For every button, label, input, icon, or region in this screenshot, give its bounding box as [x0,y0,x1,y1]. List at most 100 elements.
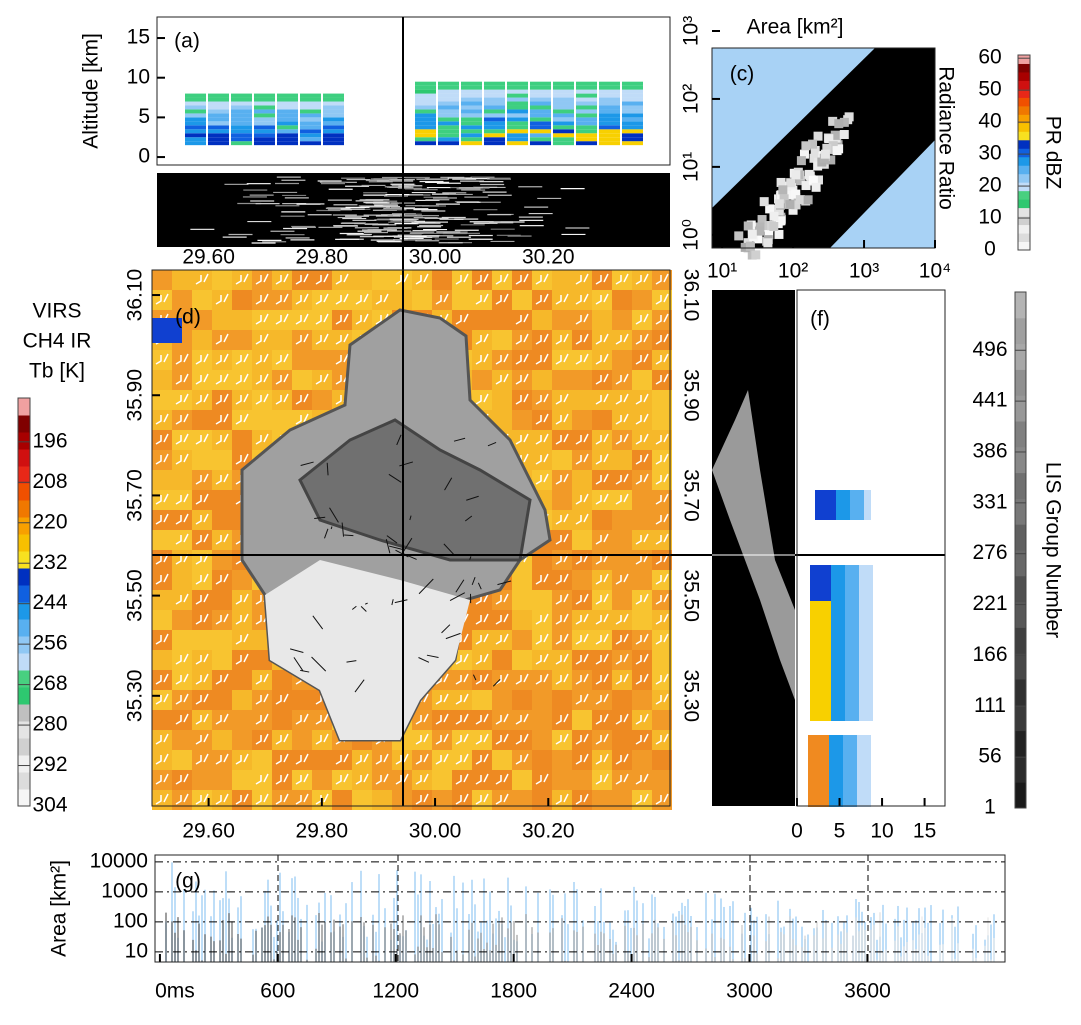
wind-mark [655,733,669,745]
profile-cell [838,643,845,649]
reflectivity-cell [185,101,206,106]
reflectivity-cell [461,137,482,142]
tb-cell [192,290,212,310]
tb-cell [652,790,672,810]
colorbar-segment [1018,139,1030,149]
profile-cell [850,741,857,747]
tb-cell [292,310,312,330]
wind-mark [595,453,609,465]
tb-cell [572,550,592,570]
wind-mark [235,413,249,425]
reflectivity-cell [507,85,528,90]
reflectivity-cell [599,97,620,102]
wind-mark [155,573,169,585]
flash-branch [341,522,345,537]
tb-cell [272,750,292,770]
profile-cell [845,583,852,589]
tb-cell [412,770,432,790]
colorbar-segment [18,534,30,552]
tb-cell [552,590,572,610]
profile-cell [866,631,873,637]
tb-cell [152,790,172,810]
tb-cell [292,390,312,410]
profile-cell [836,747,843,753]
x-tick-label: 5 [834,820,846,843]
tb-cell [612,490,632,510]
profile-cell [831,601,838,607]
profile-cell [822,735,829,741]
wind-mark [175,793,189,805]
tb-cell [352,270,372,290]
scatter-cell [774,199,784,209]
tb-cell [492,390,512,410]
tb-cell [212,650,232,670]
profile-cell [836,765,843,771]
wind-mark [255,313,269,325]
wind-mark [515,673,529,685]
wind-mark [215,333,229,345]
reflectivity-cell [484,81,505,86]
tb-cell [612,270,632,290]
panel-label: (f) [810,308,830,331]
tb-cell [152,690,172,710]
wind-mark [355,753,369,765]
profile-cell [859,583,866,589]
colorbar-tick-label: 10 [978,206,1001,229]
wind-mark [495,733,509,745]
reflectivity-cell [484,121,505,126]
profile-cell [817,595,824,601]
tb-cell [592,570,612,590]
profile-cell [859,709,866,715]
wind-mark [475,613,489,625]
tb-cell [572,770,592,790]
profile-cell [808,753,815,759]
reflectivity-cell [553,133,574,138]
tb-cell [272,390,292,410]
tb-cell [532,370,552,390]
tb-cell [632,570,652,590]
profile-cell [822,508,829,514]
colorbar-segment [1018,190,1030,200]
profile-cell [852,679,859,685]
profile-cell [810,673,817,679]
wind-mark [195,533,209,545]
wind-mark [635,473,649,485]
tb-cell [612,610,632,630]
wind-mark [595,633,609,645]
colorbar-tick-label: 208 [32,470,67,493]
profile-cell [817,667,824,673]
reflectivity-cell [438,101,459,106]
profile-cell [824,715,831,721]
wind-mark [655,593,669,605]
wind-mark [455,793,469,805]
reflectivity-cell [438,89,459,94]
profile-cell [822,747,829,753]
profile-cell [866,607,873,613]
wind-mark [295,413,309,425]
reflectivity-cell [507,105,528,110]
wind-mark [475,333,489,345]
wind-mark [415,793,429,805]
tb-cell [512,670,532,690]
tb-cell [372,750,392,770]
reflectivity-cell [208,121,229,126]
reflectivity-cell [553,113,574,118]
profile-cell [866,649,873,655]
tb-cell [532,410,552,430]
tb-cell [312,290,332,310]
scatter-cell [785,200,795,210]
tb-cell [592,330,612,350]
wind-mark [475,653,489,665]
reflectivity-cell [507,133,528,138]
profile-cell [808,735,815,741]
wind-mark [455,713,469,725]
reflectivity-cell [599,93,620,98]
colorbar-title: PR dBZ [1041,116,1064,190]
tb-cell [512,750,532,770]
tb-cell [492,770,512,790]
scatter-cell [828,116,838,126]
scatter-cell [801,181,811,191]
tb-cell [152,750,172,770]
tb-cell [612,630,632,650]
y-tick-label: 35.50 [124,569,147,622]
